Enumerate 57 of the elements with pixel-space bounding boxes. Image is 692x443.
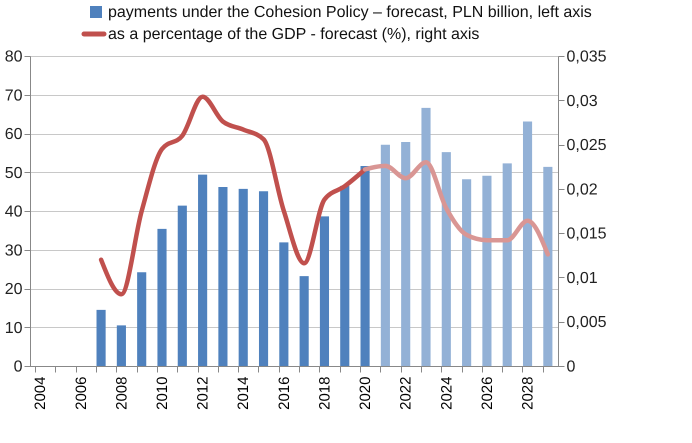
x-tick-label: 2026 bbox=[478, 376, 496, 410]
bar bbox=[340, 186, 350, 366]
y-tick-label: 80 bbox=[4, 48, 23, 66]
bar bbox=[218, 186, 228, 366]
legend-label: as a percentage of the GDP - forecast (%), right axis bbox=[108, 26, 480, 43]
x-tick-label: 2004 bbox=[32, 376, 50, 410]
bar bbox=[522, 121, 532, 366]
bar bbox=[320, 216, 330, 366]
bar bbox=[116, 325, 126, 366]
bar bbox=[462, 179, 472, 366]
y-tick-label: 70 bbox=[4, 87, 23, 104]
x-tick-label: 2020 bbox=[357, 376, 374, 410]
bar bbox=[442, 152, 451, 366]
bar bbox=[96, 310, 106, 366]
x-tick-label: 2012 bbox=[194, 376, 212, 410]
x-tick-label: 2010 bbox=[154, 376, 171, 410]
y2-tick-label: 0,035 bbox=[566, 48, 607, 66]
y-tick-label: 50 bbox=[4, 164, 23, 182]
bar bbox=[279, 242, 288, 366]
x-tick-label: 2014 bbox=[235, 376, 252, 410]
x-tick-label: 2018 bbox=[316, 376, 334, 410]
y2-tick-label: 0,015 bbox=[566, 226, 607, 243]
bar bbox=[178, 206, 187, 366]
legend-label: payments under the Cohesion Policy – forecast, PLN billion, left axis bbox=[108, 4, 592, 21]
line-series bbox=[98, 94, 368, 297]
x-tick-label: 2008 bbox=[113, 376, 130, 410]
y2-tick-label: 0,02 bbox=[566, 181, 598, 198]
bar bbox=[238, 188, 248, 366]
bar bbox=[137, 272, 146, 366]
y-tick-label: 30 bbox=[4, 242, 23, 260]
bar bbox=[543, 166, 552, 366]
x-tick-label: 2016 bbox=[276, 376, 293, 410]
y-tick-label: 20 bbox=[4, 281, 23, 298]
y-tick-label: 40 bbox=[4, 204, 23, 220]
x-tick-label: 2006 bbox=[72, 376, 90, 410]
bar bbox=[401, 142, 410, 366]
y-tick-label: 0 bbox=[14, 358, 23, 376]
y2-tick-label: 0,025 bbox=[566, 137, 607, 154]
y-tick-label: 60 bbox=[4, 126, 23, 143]
y2-tick-label: 0,03 bbox=[566, 92, 598, 110]
y2-tick-label: 0,005 bbox=[566, 314, 607, 332]
bar bbox=[258, 191, 268, 366]
bar bbox=[198, 174, 208, 366]
y2-tick-label: 0 bbox=[566, 358, 576, 376]
bar bbox=[360, 166, 370, 366]
x-tick-label: 2024 bbox=[438, 376, 456, 410]
y2-tick-label: 0,01 bbox=[566, 270, 598, 287]
x-tick-label: 2022 bbox=[398, 376, 415, 410]
x-tick-label: 2028 bbox=[520, 376, 537, 410]
bar bbox=[421, 108, 431, 366]
y-tick-label: 10 bbox=[4, 320, 23, 337]
bar bbox=[157, 228, 167, 366]
bar bbox=[502, 163, 512, 366]
line-series bbox=[362, 160, 550, 257]
bar bbox=[482, 176, 492, 366]
bar bbox=[380, 144, 390, 366]
bar bbox=[300, 276, 309, 366]
